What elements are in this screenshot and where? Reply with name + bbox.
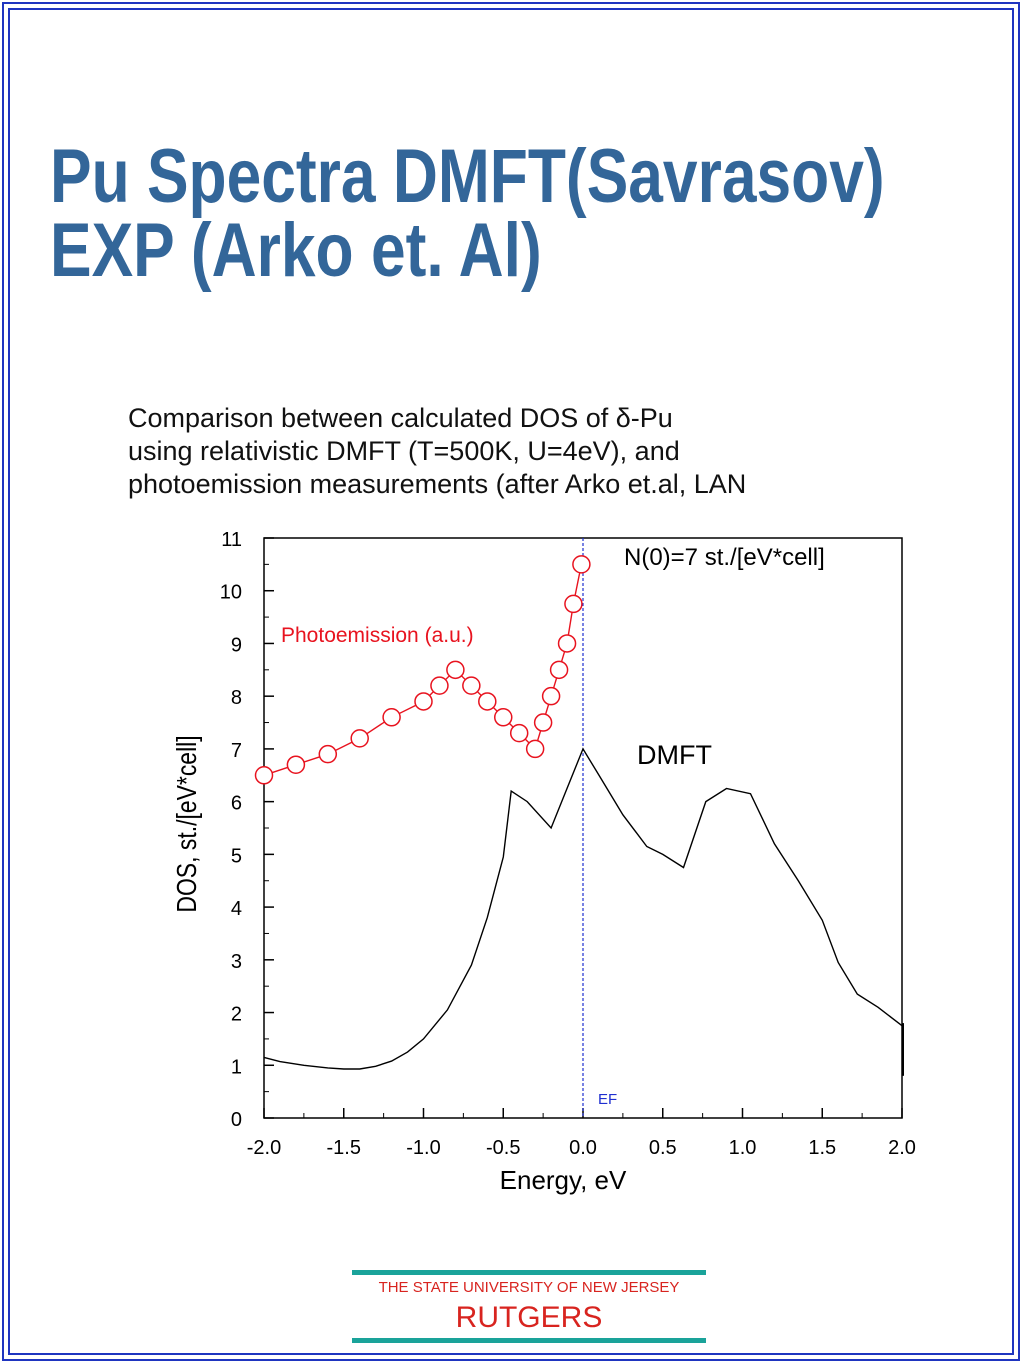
x-tick-label: 1.0 [729, 1137, 757, 1159]
photoemission-point [318, 744, 338, 764]
dmft-line [263, 747, 903, 1070]
x-tick-label: 2.0 [888, 1137, 916, 1159]
photoemission-series-label: Photoemission (a.u.) [281, 624, 474, 647]
photoemission-point [494, 708, 513, 727]
photoemission-point [462, 676, 481, 695]
photoemission-point [557, 634, 577, 653]
y-tick-label: 1 [231, 1056, 242, 1078]
y-tick-label: 9 [231, 634, 242, 656]
y-tick-label: 3 [231, 951, 242, 973]
slide-title: Pu Spectra DMFT(Savrasov) EXP (Arko et. … [50, 134, 885, 293]
y-tick-label: 4 [231, 898, 242, 920]
photoemission-point [430, 676, 449, 695]
photoemission-point [564, 594, 583, 614]
photoemission-point [382, 708, 401, 727]
x-tick-label: -2.0 [247, 1137, 281, 1159]
photoemission-point [572, 555, 591, 574]
y-tick-label: 8 [231, 687, 242, 709]
y-tick-label: 10 [220, 582, 242, 604]
caption-line-2: using relativistic DMFT (T=500K, U=4eV),… [128, 436, 680, 466]
y-tick-label: 2 [231, 1004, 242, 1026]
photoemission-point [541, 686, 561, 706]
photoemission-point [446, 660, 465, 680]
x-axis-label: Energy, eV [500, 1165, 627, 1195]
dmft-series-label: DMFT [637, 740, 712, 770]
photoemission-point [525, 739, 545, 759]
y-tick-label: 6 [231, 793, 242, 815]
photoemission-point [254, 766, 274, 785]
rutgers-logo: THE STATE UNIVERSITY OF NEW JERSEY RUTGE… [352, 1270, 706, 1346]
caption-line-3: photoemission measurements (after Arko e… [128, 469, 747, 499]
photoemission-point [286, 755, 306, 774]
x-tick-label: -1.0 [406, 1137, 440, 1159]
caption-line-1: Comparison between calculated DOS of δ-P… [128, 403, 673, 433]
y-tick-label: 7 [231, 740, 242, 762]
photoemission-point [350, 729, 369, 748]
y-axis-label: DOS, st./[eV*cell] [172, 735, 203, 912]
x-tick-label: 0.0 [569, 1137, 597, 1159]
slide-title-line-1: Pu Spectra DMFT(Savrasov) [50, 134, 885, 219]
photoemission-point [414, 692, 433, 711]
y-tick-label: 11 [221, 529, 242, 551]
photoemission-point [533, 713, 553, 732]
fermi-level-label: EF [598, 1091, 617, 1108]
photoemission-point [549, 660, 569, 680]
photoemission-point [478, 692, 497, 711]
logo-bottom-bar [352, 1338, 706, 1343]
slide-title-line-2: EXP (Arko et. Al) [50, 208, 542, 293]
photoemission-point [509, 723, 529, 743]
x-tick-label: 1.5 [808, 1137, 836, 1159]
n0-annotation: N(0)=7 st./[eV*cell] [624, 544, 825, 571]
logo-name: RUTGERS [455, 1301, 603, 1334]
figure-caption: Comparison between calculated DOS of δ-P… [128, 402, 958, 501]
y-tick-label: 0 [231, 1109, 242, 1131]
x-tick-label: 0.5 [649, 1137, 677, 1159]
logo-university: THE STATE UNIVERSITY OF NEW JERSEY [378, 1279, 680, 1296]
x-tick-label: -1.5 [327, 1137, 361, 1159]
logo-top-bar [352, 1270, 706, 1275]
x-tick-label: -0.5 [486, 1137, 520, 1159]
slide-frame-inner [8, 8, 1014, 1355]
y-tick-label: 5 [231, 845, 242, 867]
